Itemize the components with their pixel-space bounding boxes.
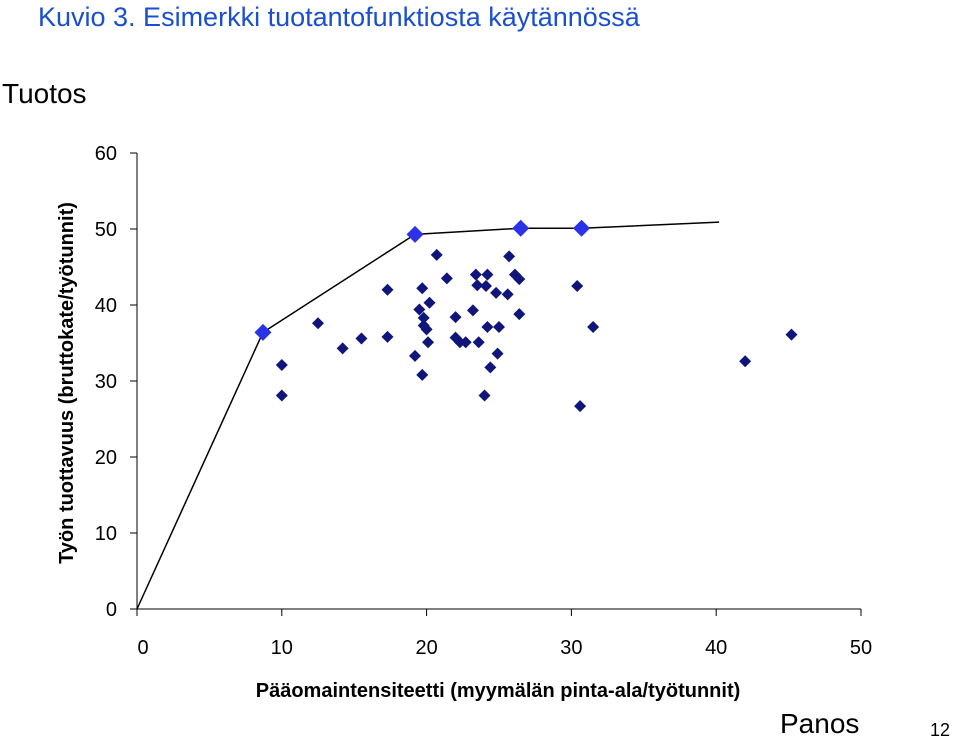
data-point [587,321,600,334]
input-label: Panos [780,708,860,739]
data-point [459,336,472,349]
data-point [493,321,505,334]
data-points [275,248,798,413]
data-point [417,311,430,324]
data-point [469,268,482,281]
x-tick-label: 10 [271,637,293,659]
data-point [466,304,479,317]
data-point [312,317,324,330]
y-tick-label: 0 [106,599,117,621]
data-point [420,323,433,336]
data-point [440,272,453,285]
data-point [471,279,484,292]
x-tick-label: 40 [705,637,727,659]
y-tick-label: 20 [95,447,117,469]
data-point [423,296,436,309]
data-point [785,328,798,341]
data-point [481,268,494,281]
data-point [275,389,288,402]
data-point [416,282,429,295]
data-point [513,273,526,286]
data-point [416,368,429,381]
data-point [409,349,422,362]
data-point [503,250,516,263]
data-point [481,321,494,334]
x-axis-label: Pääomaintensiteetti (myymälän pinta-ala/… [256,680,741,702]
data-point [381,330,394,343]
y-tick-label: 10 [95,523,117,545]
x-tick-label: 50 [850,637,872,659]
y-axis-label: Työn tuottavuus (bruttokate/työtunnit) [56,202,78,564]
data-point [336,342,349,355]
data-point [478,389,491,402]
y-tick-label: 60 [95,143,117,165]
frontier-line [136,221,720,610]
page-number: 12 [930,720,951,740]
chart-axes: 0 10 20 30 40 50 60 0 10 20 30 40 50 [95,143,872,659]
x-tick-label: 20 [415,637,437,659]
data-point [413,303,426,316]
data-point [472,336,485,349]
frontier-point [406,225,424,243]
y-tick-label: 30 [95,371,117,393]
frontier-point [254,323,272,341]
data-point [501,288,514,301]
data-point [449,311,462,324]
data-point [484,361,497,374]
frontier-point [512,219,530,237]
slide-title: Kuvio 3. Esimerkki tuotantofunktiosta kä… [38,2,640,32]
data-point [739,355,752,368]
data-point [355,332,368,345]
data-point [422,336,435,349]
data-point [491,347,504,360]
x-tick-label: 0 [137,637,148,659]
data-point [430,248,443,261]
y-tick-label: 40 [95,295,117,317]
data-point [513,308,526,321]
data-point [479,280,492,292]
data-point [490,286,503,299]
data-point [574,400,587,413]
data-point [381,283,394,296]
output-label: Tuotos [2,78,87,109]
frontier-series [136,219,720,610]
data-point [275,359,288,372]
x-tick-label: 30 [560,637,582,659]
frontier-point [573,219,591,237]
data-point [571,280,584,292]
y-tick-label: 50 [95,219,117,241]
